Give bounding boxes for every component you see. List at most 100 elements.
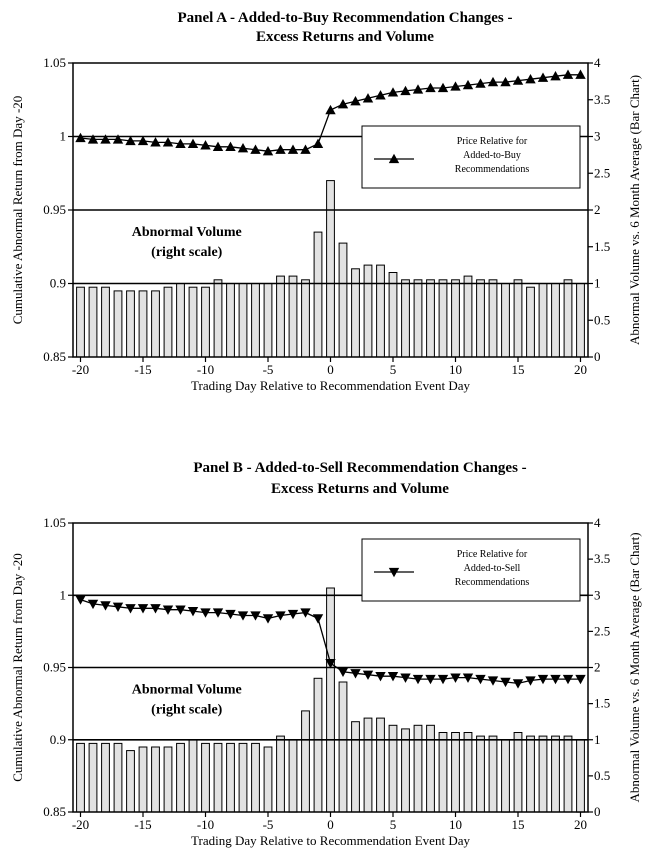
volume-bar — [376, 717, 385, 813]
price-marker — [325, 104, 336, 115]
y-left-tick-label: 1 — [60, 129, 67, 144]
volume-bar — [163, 746, 173, 813]
volume-bar — [376, 264, 385, 358]
volume-bar — [538, 735, 548, 813]
x-tick-label: -10 — [197, 817, 214, 832]
price-marker — [375, 90, 386, 100]
volume-bar — [513, 732, 523, 813]
volume-bar — [126, 750, 135, 813]
volume-bar — [301, 710, 310, 813]
panel-a-legend-marker — [388, 153, 400, 164]
volume-bar — [313, 231, 323, 358]
price-marker — [237, 143, 249, 153]
price-marker — [512, 679, 524, 689]
panel-b-right-axis: 0 0.5 1 1.5 2 2.5 3 3.5 4 — [588, 515, 610, 819]
volume-bar — [126, 290, 135, 358]
volume-bar — [488, 279, 498, 358]
price-marker — [87, 134, 99, 144]
volume-bar — [213, 279, 223, 358]
volume-bar — [113, 290, 123, 358]
price-marker — [325, 659, 336, 669]
panel-b-right-axis-label: Abnormal Volume vs. 6 Month Average (Bar… — [627, 532, 642, 802]
volume-bar — [551, 735, 560, 813]
price-marker — [337, 98, 349, 109]
volume-bar — [563, 279, 573, 358]
price-marker — [200, 608, 211, 618]
volume-bar — [501, 283, 510, 358]
price-marker — [550, 674, 561, 685]
volume-bar — [463, 732, 473, 813]
price-marker — [362, 670, 374, 680]
price-marker — [425, 674, 436, 685]
x-tick-label: 15 — [512, 362, 525, 377]
panel-b-legend-text-1: Price Relative for — [457, 549, 528, 560]
panel-b-price-markers — [75, 595, 586, 689]
y-left-tick-label: 1.05 — [43, 515, 66, 530]
price-marker — [100, 601, 111, 611]
price-marker — [425, 82, 436, 93]
panel-a-right-axis: 0 0.5 1 1.5 2 2.5 3 3.5 4 — [588, 55, 610, 364]
volume-bar — [101, 286, 110, 358]
price-marker — [537, 674, 549, 685]
panel-b-subtitle: Excess Returns and Volume — [271, 481, 449, 497]
x-tick-label: -5 — [263, 817, 274, 832]
volume-bar — [338, 242, 348, 358]
price-marker — [125, 604, 136, 614]
volume-bar — [201, 286, 210, 358]
y-left-tick-label: 0.9 — [50, 276, 66, 291]
volume-bar — [501, 739, 510, 813]
y-right-tick-label: 2.5 — [594, 165, 610, 180]
price-marker — [562, 674, 574, 685]
volume-bar — [576, 283, 585, 358]
panel-a: Panel A - Added-to-Buy Recommendation Ch… — [10, 10, 642, 393]
volume-bar — [451, 732, 460, 813]
volume-bar — [476, 279, 485, 358]
volume-bar — [326, 587, 335, 813]
price-marker — [312, 614, 324, 624]
price-marker — [300, 144, 311, 154]
price-marker — [87, 599, 99, 610]
x-tick-label: 20 — [574, 817, 587, 832]
volume-bar — [263, 746, 273, 813]
volume-bar — [401, 728, 410, 813]
volume-bar — [313, 677, 323, 813]
y-left-tick-label: 1.05 — [43, 55, 66, 70]
price-marker — [150, 137, 161, 147]
price-marker — [312, 138, 324, 149]
volume-bar — [276, 275, 285, 358]
panel-b-legend-marker — [388, 567, 400, 578]
panel-a-x-axis: -20 -15 -10 -5 0 5 10 15 20 — [72, 357, 587, 377]
volume-bar — [213, 742, 223, 813]
y-left-tick-label: 0.85 — [43, 349, 66, 364]
x-tick-label: -15 — [134, 817, 151, 832]
panel-b-legend-frame — [361, 538, 581, 602]
price-marker — [112, 134, 124, 144]
panel-b-x-axis-label: Trading Day Relative to Recommendation E… — [191, 833, 470, 848]
panel-a-right-axis-label: Abnormal Volume vs. 6 Month Average (Bar… — [627, 75, 642, 345]
price-marker — [575, 674, 586, 685]
volume-bar — [463, 275, 473, 358]
price-marker — [162, 137, 174, 147]
volume-bar — [163, 286, 173, 358]
price-marker — [175, 138, 186, 149]
price-marker — [200, 140, 211, 150]
price-marker — [187, 606, 199, 617]
x-tick-label: 10 — [449, 362, 462, 377]
volume-bar — [288, 739, 298, 813]
y-left-tick-label: 1 — [60, 587, 67, 602]
price-marker — [450, 673, 461, 683]
panel-b-volume-annotation-scale: (right scale) — [151, 703, 222, 718]
volume-bar — [88, 742, 98, 813]
price-marker — [112, 602, 124, 613]
volume-bar — [388, 272, 398, 358]
price-marker — [175, 605, 186, 615]
price-marker — [187, 138, 199, 149]
price-marker — [75, 595, 86, 605]
volume-bar — [151, 290, 160, 358]
price-marker — [225, 141, 236, 151]
price-marker — [100, 134, 111, 144]
volume-bar — [388, 724, 398, 813]
volume-bar — [338, 681, 348, 813]
volume-bar — [76, 286, 85, 358]
price-marker — [537, 72, 549, 82]
